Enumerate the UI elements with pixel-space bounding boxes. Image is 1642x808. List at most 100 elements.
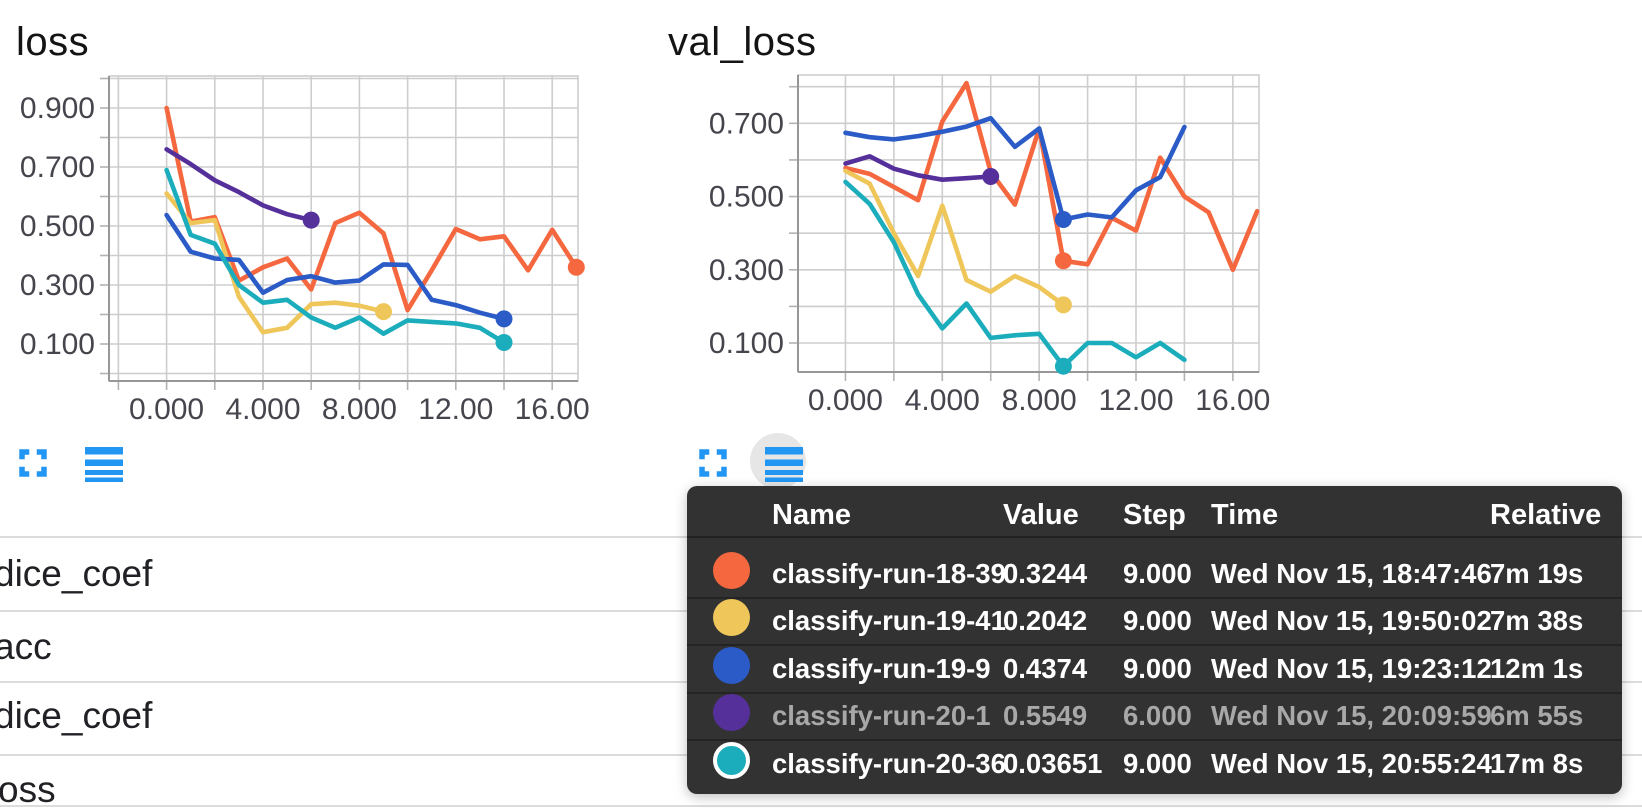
series-dot-classify-run-19-41 [1054,296,1072,314]
run-relative: 7m 38s [1490,605,1584,637]
legend-list-icon [765,447,803,485]
expand-button-val-loss[interactable] [698,447,728,479]
svg-text:0.700: 0.700 [709,107,784,140]
svg-text:0.500: 0.500 [709,181,784,214]
run-color-dot [713,694,750,732]
run-step: 9.000 [1123,605,1192,637]
list-divider [0,805,1642,807]
series-classify-run-20-36[interactable] [164,167,507,345]
svg-text:12.00: 12.00 [418,393,493,426]
run-name: classify-run-20-36 [772,747,1006,779]
metric-list-item-dice-coef-2[interactable]: dice_coef [0,695,153,736]
tooltip-row: classify-run-19-41 0.2042 9.000 Wed Nov 15,… [687,596,1622,645]
series-classify-run-20-36[interactable] [843,179,1187,369]
run-dot-cell [687,646,772,691]
series-classify-run-19-41[interactable] [843,168,1066,308]
series-dot-classify-run-20-1 [982,168,1000,185]
svg-text:0.500: 0.500 [20,210,95,243]
svg-text:0.000: 0.000 [808,384,883,417]
legend-list-icon [85,447,123,485]
metric-list-item-dice-coef[interactable]: dice_coef [0,553,153,594]
fullscreen-icon [698,449,728,482]
fullscreen-icon [18,449,48,482]
run-dot-cell [687,741,772,786]
series-dot-classify-run-20-36 [495,334,513,351]
tooltip-row: classify-run-20-1 0.5549 6.000 Wed Nov 15, … [687,691,1622,740]
metric-list-item-acc[interactable]: acc [0,626,52,667]
svg-text:12.00: 12.00 [1098,384,1173,417]
series-classify-run-19-9[interactable] [843,115,1187,222]
run-step: 9.000 [1123,747,1192,779]
run-name: classify-run-18-39 [772,557,1006,589]
run-time: Wed Nov 15, 20:09:59 [1211,700,1492,732]
series-classify-run-18-39[interactable] [843,80,1260,273]
tooltip-header-step: Step [1123,499,1186,531]
tooltip-header-time: Time [1211,499,1279,531]
svg-text:0.100: 0.100 [20,328,95,361]
series-dot-classify-run-18-39 [567,258,585,276]
run-step: 9.000 [1123,652,1192,684]
run-relative: 6m 55s [1490,700,1584,732]
series-dot-classify-run-20-36 [1054,357,1072,375]
series-classify-run-20-1[interactable] [164,147,314,223]
val-loss-chart[interactable]: 0.700 0.500 0.300 0.100 0.000 4.000 8.000 12.00… [660,0,1300,420]
series-classify-run-20-1[interactable] [843,154,994,182]
tooltip-row: classify-run-19-9 0.4374 9.000 Wed Nov 15, … [687,644,1622,692]
run-dot-cell [687,694,772,738]
tooltip-row: classify-run-18-39 0.3244 9.000 Wed Nov 15,… [687,551,1622,597]
run-name: classify-run-19-41 [772,605,1006,637]
svg-text:0.300: 0.300 [20,269,95,302]
run-dot-cell [687,599,772,643]
svg-text:0.700: 0.700 [20,151,95,184]
series-classify-run-19-41[interactable] [164,191,386,335]
run-value: 0.4374 [1003,652,1088,684]
run-value: 0.2042 [1003,605,1088,637]
legend-button-val-loss[interactable] [765,447,803,482]
svg-text:16.00: 16.00 [1195,384,1270,417]
run-relative: 7m 19s [1490,557,1584,589]
run-value: 0.5549 [1003,700,1088,732]
series-dot-classify-run-19-9 [1054,211,1072,228]
run-step: 9.000 [1123,557,1192,589]
series-dot-classify-run-19-41 [375,303,392,321]
run-name: classify-run-19-9 [772,652,991,684]
run-time: Wed Nov 15, 19:50:02 [1211,605,1492,637]
series-dot-classify-run-18-39 [1054,252,1072,270]
series-dot-classify-run-20-1 [302,211,320,229]
series-classify-run-18-39[interactable] [164,105,579,313]
svg-text:0.300: 0.300 [709,254,784,287]
runs-tooltip: Name Value Step Time Relative classify-r… [687,486,1622,794]
svg-text:4.000: 4.000 [905,384,980,417]
run-color-dot [713,599,750,637]
chart-title-loss: loss [16,20,90,64]
tooltip-header-name: Name [772,499,851,531]
loss-chart[interactable]: 0.900 0.700 0.500 0.300 0.100 0.000 4.000 8.000… [0,0,640,426]
svg-text:4.000: 4.000 [225,393,300,426]
run-value: 0.03651 [1003,747,1103,779]
tooltip-header-relative: Relative [1490,499,1602,531]
svg-text:0.900: 0.900 [20,92,95,125]
run-dot-cell [687,551,772,596]
run-color-dot [713,551,750,589]
svg-text:0.100: 0.100 [709,327,784,360]
run-name: classify-run-20-1 [772,700,991,732]
tooltip-row: classify-run-20-36 0.03651 9.000 Wed Nov 15… [687,739,1622,787]
svg-text:8.000: 8.000 [1002,384,1077,417]
tooltip-header-row: Name Value Step Time Relative [687,486,1622,538]
chart-title-val-loss: val_loss [668,20,817,64]
tooltip-rows: classify-run-18-39 0.3244 9.000 Wed Nov 15,… [687,538,1622,787]
svg-text:8.000: 8.000 [322,393,397,426]
legend-button-loss[interactable] [85,447,123,482]
expand-button-loss[interactable] [18,447,48,479]
svg-text:16.00: 16.00 [515,393,590,426]
metric-list-item-loss[interactable]: oss [0,769,56,808]
run-color-dot [713,646,750,684]
run-value: 0.3244 [1003,557,1088,589]
run-color-dot [713,741,750,779]
run-relative: 17m 8s [1490,747,1584,779]
svg-text:0.000: 0.000 [129,393,204,426]
run-step: 6.000 [1123,700,1192,732]
series-dot-classify-run-19-9 [495,310,513,328]
run-time: Wed Nov 15, 20:55:24 [1211,747,1492,779]
